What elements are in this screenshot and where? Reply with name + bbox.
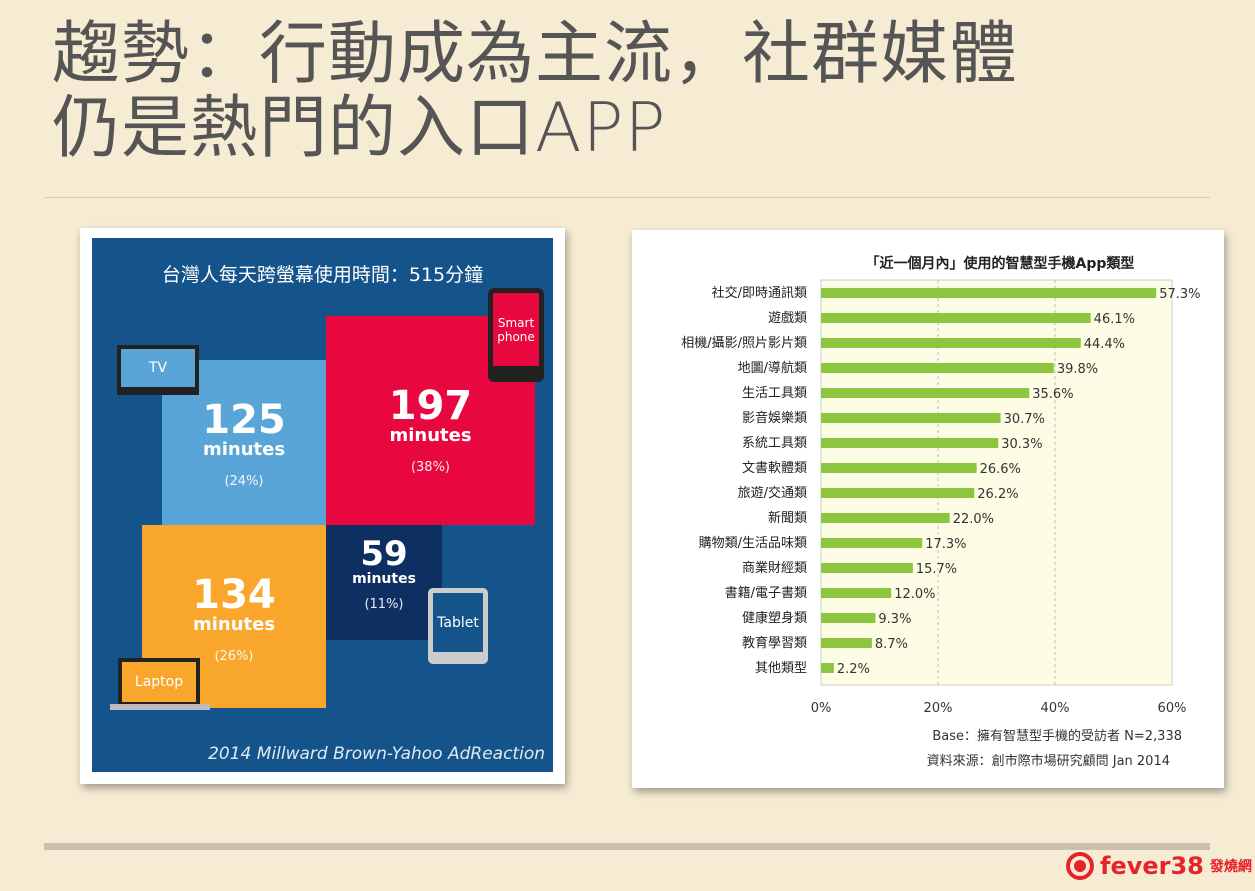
bar [821,363,1054,373]
laptop-label: Laptop [134,674,184,690]
x-tick-label: 40% [1041,701,1070,716]
data-label: 17.3% [925,537,966,552]
category-label: 地圖/導航類 [738,360,807,376]
category-label: 教育學習類 [742,635,807,651]
data-label: 9.3% [878,612,911,627]
tv-icon: TV [117,345,199,395]
category-label: 購物類/生活品味類 [699,536,807,551]
bar [821,438,999,448]
smartphone-icon: Smart phone [488,288,544,382]
category-label: 相機/攝影/照片影片類 [681,335,807,351]
bar [821,638,872,648]
data-label: 30.3% [1001,437,1042,452]
data-label: 26.2% [977,487,1018,502]
data-label: 46.1% [1094,312,1135,327]
cross-screen-infographic: 台灣人每天跨螢幕使用時間：515分鐘 125 minutes (24%) 197… [92,238,553,772]
footer-divider [44,843,1210,850]
category-label: 生活工具類 [742,386,807,401]
bar [821,463,977,473]
data-label: 35.6% [1032,387,1073,402]
category-label: 社交/即時通訊類 [712,285,807,301]
tablet-icon: Tablet [428,588,488,664]
category-label: 影音娛樂類 [742,410,807,426]
tablet-unit: minutes [352,571,416,587]
bar [821,313,1091,323]
data-label: 8.7% [875,637,908,652]
smartphone-minutes: 197 [388,383,473,429]
category-label: 書籍/電子書類 [725,585,807,601]
tablet-label: Tablet [437,614,479,631]
logo-icon [1066,852,1094,880]
data-label: 26.6% [980,462,1021,477]
bar [821,588,892,598]
data-label: 39.8% [1057,362,1098,377]
data-label: 15.7% [916,562,957,577]
data-label: 44.4% [1084,337,1125,352]
bar [821,288,1157,298]
bar [821,413,1001,423]
data-label: 2.2% [837,662,870,677]
chart-source-note: 資料來源：創市際市場研究顧問 Jan 2014 [927,753,1170,769]
fever38-logo: fever38 發燒網 [1066,852,1252,880]
category-label: 遊戲類 [768,311,807,326]
title-line-2: 仍是熱門的入口APP [52,89,667,168]
category-label: 商業財經類 [742,560,807,576]
tv-label: TV [148,360,168,376]
chart-base-note: Base：擁有智慧型手機的受訪者 N=2,338 [932,728,1182,744]
data-label: 12.0% [894,587,935,602]
chart-frame: 「近一個月內」使用的智慧型手機App類型 Base：擁有智慧型手機的受訪者 N=… [632,230,1224,788]
app-usage-chart: 「近一個月內」使用的智慧型手機App類型 Base：擁有智慧型手機的受訪者 N=… [681,255,1200,769]
laptop-share: (26%) [214,649,254,664]
category-label: 文書軟體類 [742,460,807,476]
logo-cjk: 發燒網 [1209,859,1252,875]
laptop-base [110,704,210,710]
laptop-minutes: 134 [192,572,276,618]
smartphone-share: (38%) [410,460,451,475]
bar [821,513,950,523]
bar [821,488,975,498]
category-label: 新聞類 [768,510,807,526]
laptop-unit: minutes [192,614,276,635]
bar [821,338,1081,348]
category-label: 健康塑身類 [742,610,807,626]
infographic-source: 2014 Millward Brown-Yahoo AdReaction [208,744,545,764]
chart-title: 「近一個月內」使用的智慧型手機App類型 [866,255,1135,272]
title-line-1: 趨勢：行動成為主流，社群媒體 [52,15,1019,94]
data-label: 30.7% [1004,412,1045,427]
tablet-block: 59 minutes (11%) [326,525,442,640]
smartphone-unit: minutes [389,425,472,446]
slide-title: 趨勢：行動成為主流，社群媒體 仍是熱門的入口APP [52,18,1018,166]
logo-text: fever38 [1100,852,1204,880]
bar [821,663,834,673]
infographic-heading: 台灣人每天跨螢幕使用時間：515分鐘 [161,264,484,286]
smartphone-label: Smart phone [497,315,535,344]
x-tick-label: 60% [1158,701,1187,716]
bar [821,538,923,548]
data-label: 22.0% [953,512,994,527]
tv-minutes: 125 [202,397,286,443]
category-label: 其他類型 [755,661,807,676]
tv-share: (24%) [224,474,264,489]
bar [821,613,876,623]
title-divider [44,197,1210,198]
bar [821,563,913,573]
data-label: 57.3% [1159,287,1200,302]
x-tick-label: 20% [924,701,953,716]
category-label: 系統工具類 [742,436,807,451]
x-tick-label: 0% [811,701,832,716]
tablet-share: (11%) [364,597,404,612]
bar [821,388,1030,398]
category-label: 旅遊/交通類 [738,485,807,501]
laptop-icon: Laptop [118,658,200,706]
tablet-minutes: 59 [360,534,408,574]
infographic-frame: 台灣人每天跨螢幕使用時間：515分鐘 125 minutes (24%) 197… [80,228,565,784]
tv-unit: minutes [202,439,286,460]
